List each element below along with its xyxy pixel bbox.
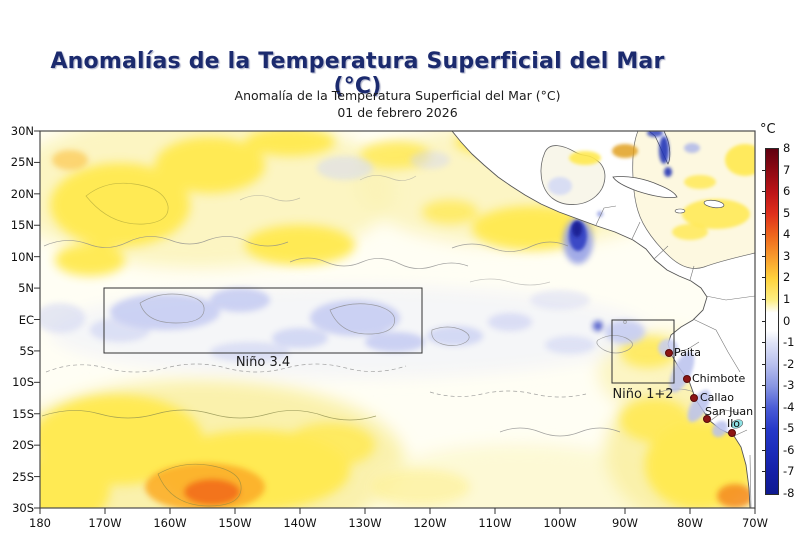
region-label-nino12: Niño 1+2 — [612, 387, 674, 402]
contour-lines — [41, 175, 727, 507]
nino34-region-box — [103, 287, 423, 354]
city-marker-dot — [728, 429, 736, 437]
colorbar-unit-label: °C — [760, 122, 776, 137]
city-marker-dot — [690, 394, 698, 402]
colorbar-tick-label: -6 — [783, 442, 795, 457]
colorbar-tick-mark — [762, 191, 765, 193]
colorbar-tick-label: 4 — [783, 227, 791, 242]
city-marker-dot — [703, 415, 711, 423]
lake-titicaca — [730, 419, 744, 429]
figure-date: 01 de febrero 2026 — [337, 105, 458, 120]
region-label-nino34: Niño 3.4 — [235, 355, 291, 370]
lat-tick-label: EC — [18, 312, 34, 327]
lon-tick-label: 100W — [543, 516, 577, 530]
lat-tick-label: 15N — [10, 218, 34, 233]
colorbar-tick-label: 0 — [783, 313, 791, 328]
city-label: Chimbote — [692, 372, 746, 385]
lat-tick-label: 30N — [10, 124, 34, 138]
colorbar-tick-label: 1 — [783, 291, 791, 306]
lon-tick-label: 80W — [676, 516, 703, 530]
city-label: Callao — [700, 391, 735, 404]
colorbar-tick-label: -8 — [783, 486, 795, 500]
nino12-region-box — [611, 319, 675, 384]
lat-tick-label: 20S — [12, 438, 34, 453]
lat-tick-label: 15S — [12, 406, 34, 421]
lon-tick-label: 110W — [478, 516, 512, 530]
colorbar-tick-mark — [762, 169, 765, 171]
colorbar-tick-label: 5 — [783, 205, 791, 220]
colorbar-tick-label: 3 — [783, 248, 791, 263]
lon-tick-label: 90W — [611, 516, 638, 530]
colorbar-tick-label: -4 — [783, 399, 795, 414]
colorbar-tick-label: -2 — [783, 356, 795, 371]
colorbar-tick-mark — [762, 406, 765, 408]
colorbar-tick-label: 8 — [783, 141, 791, 155]
colorbar-gradient — [765, 148, 779, 495]
colorbar-tick-mark — [762, 255, 765, 257]
colorbar-tick-label: -5 — [783, 421, 795, 436]
lon-tick-label: 120W — [413, 516, 447, 530]
colorbar-tick-label: 6 — [783, 184, 791, 199]
colorbar-tick-label: 2 — [783, 270, 791, 285]
lat-tick-label: 10N — [10, 249, 34, 264]
lon-tick-label: 70W — [741, 516, 768, 530]
city-label: Paita — [674, 346, 701, 359]
axis-ticks — [34, 130, 756, 514]
city-label: San Juan — [705, 405, 754, 418]
figure-title: Anomalía de la Temperatura Superficial d… — [234, 88, 561, 103]
lon-tick-label: 160W — [153, 516, 187, 530]
landmass-americas — [451, 131, 755, 508]
lat-tick-label: 5S — [19, 343, 34, 358]
colorbar-tick-mark — [762, 320, 765, 322]
colorbar-tick-label: -3 — [783, 378, 795, 393]
colorbar-tick-mark — [762, 471, 765, 473]
colorbar-tick-mark — [762, 342, 765, 344]
lat-tick-label: 25N — [10, 155, 34, 170]
lat-tick-label: 20N — [10, 186, 34, 201]
city-marker-dot — [665, 349, 673, 357]
lat-tick-label: 30S — [12, 501, 34, 515]
lat-tick-label: 5N — [18, 281, 34, 296]
colorbar-tick-mark — [762, 363, 765, 365]
lat-tick-label: 10S — [12, 375, 34, 390]
page-title: Anomalías de la Temperatura Superficial … — [50, 48, 665, 99]
colorbar-tick-label: -1 — [783, 335, 795, 350]
lon-tick-label: 170W — [88, 516, 122, 530]
colorbar-tick-mark — [762, 277, 765, 279]
colorbar-tick-mark — [762, 234, 765, 236]
city-marker-dot — [683, 375, 691, 383]
lon-tick-label: 140W — [283, 516, 317, 530]
lat-tick-label: 25S — [12, 469, 34, 484]
lon-tick-label: 130W — [348, 516, 382, 530]
lon-tick-label: 180 — [29, 516, 51, 530]
colorbar-tick-label: 7 — [783, 162, 791, 177]
colorbar-tick-mark — [762, 385, 765, 387]
colorbar-tick-mark — [762, 449, 765, 451]
sst-field — [40, 131, 755, 508]
colorbar-tick-mark — [762, 428, 765, 430]
lon-tick-label: 150W — [218, 516, 252, 530]
city-label: Ilo — [727, 417, 741, 430]
colorbar-tick-mark — [762, 298, 765, 300]
colorbar-tick-label: -7 — [783, 464, 795, 479]
colorbar-tick-mark — [762, 212, 765, 214]
